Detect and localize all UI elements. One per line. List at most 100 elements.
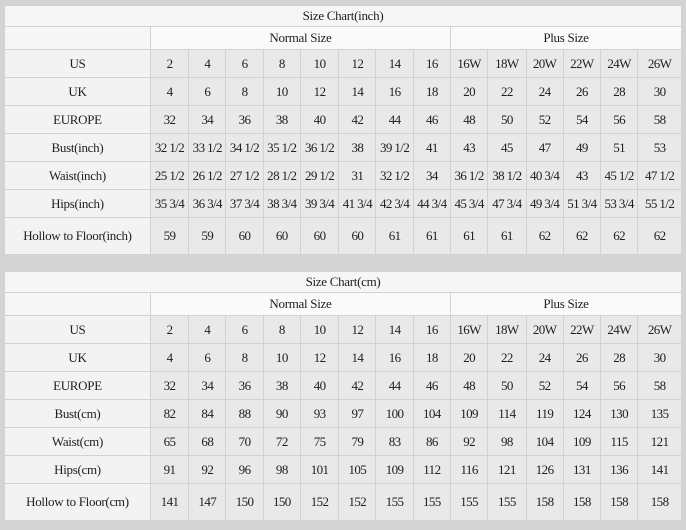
table-title: Size Chart(inch) bbox=[4, 5, 682, 27]
table-cell: 28 bbox=[600, 343, 639, 372]
table-cell: 14 bbox=[375, 49, 414, 78]
table-cell: 12 bbox=[338, 315, 377, 344]
table-cell: 152 bbox=[299, 483, 340, 521]
table-cell: 79 bbox=[338, 427, 377, 456]
table-cell: 90 bbox=[262, 399, 301, 428]
table-row: Bust(inch) 32 1/2 33 1/2 34 1/2 35 1/2 36 1/2… bbox=[4, 133, 682, 162]
table-cell: 12 bbox=[299, 77, 340, 106]
table-cell: 46 bbox=[412, 105, 451, 134]
table-cell: 20 bbox=[449, 77, 489, 106]
row-label: US bbox=[4, 315, 151, 344]
table-cell: 24 bbox=[525, 343, 564, 372]
table-cell: 109 bbox=[562, 427, 602, 456]
table-cell: 98 bbox=[262, 455, 301, 484]
table-cell: 26 1/2 bbox=[188, 161, 227, 190]
table-cell: 37 3/4 bbox=[225, 189, 264, 218]
row-label: Hips(cm) bbox=[4, 455, 151, 484]
table-cell: 115 bbox=[600, 427, 639, 456]
table-cell: 36 1/2 bbox=[449, 161, 489, 190]
table-row: Hollow to Floor(cm) 141 147 150 150 152 152 155… bbox=[4, 483, 682, 521]
table-row: Bust(cm) 82 84 88 90 93 97 100 104 109 114 119 124 13… bbox=[4, 399, 682, 428]
table-cell: 58 bbox=[637, 105, 682, 134]
table-row: Hips(inch) 35 3/4 36 3/4 37 3/4 38 3/4 39 3/4… bbox=[4, 189, 682, 218]
table-cell: 48 bbox=[449, 105, 489, 134]
title-row: Size Chart(cm) bbox=[4, 271, 682, 293]
table-row: EUROPE 32 34 36 38 40 42 44 46 48 50 52 54 56 58 bbox=[4, 371, 682, 400]
table-cell: 24 bbox=[525, 77, 564, 106]
table-cell: 135 bbox=[637, 399, 682, 428]
table-cell: 29 1/2 bbox=[299, 161, 340, 190]
table-cell: 34 bbox=[188, 371, 227, 400]
table-cell: 62 bbox=[562, 217, 602, 255]
table-cell: 26W bbox=[637, 315, 682, 344]
table-cell: 8 bbox=[225, 77, 264, 106]
table-cell: 60 bbox=[338, 217, 377, 255]
table-cell: 16 bbox=[412, 315, 451, 344]
table-cell: 52 bbox=[525, 371, 564, 400]
table-cell: 48 bbox=[449, 371, 489, 400]
table-cell: 16 bbox=[375, 77, 414, 106]
table-cell: 150 bbox=[262, 483, 301, 521]
table-cell: 39 1/2 bbox=[375, 133, 414, 162]
table-cell: 10 bbox=[299, 49, 340, 78]
table-cell: 45 bbox=[487, 133, 527, 162]
group-header-blank bbox=[4, 292, 151, 316]
table-cell: 10 bbox=[299, 315, 340, 344]
table-cell: 158 bbox=[525, 483, 564, 521]
row-label: Hollow to Floor(cm) bbox=[4, 483, 151, 521]
group-header-normal: Normal Size bbox=[149, 292, 451, 316]
table-cell: 61 bbox=[412, 217, 451, 255]
table-cell: 119 bbox=[525, 399, 564, 428]
table-cell: 32 1/2 bbox=[375, 161, 414, 190]
table-cell: 24W bbox=[600, 315, 639, 344]
table-cell: 4 bbox=[149, 343, 190, 372]
table-cell: 45 3/4 bbox=[449, 189, 489, 218]
table-row: Waist(cm) 65 68 70 72 75 79 83 86 92 98 104 109 115 12… bbox=[4, 427, 682, 456]
table-cell: 150 bbox=[225, 483, 264, 521]
table-cell: 124 bbox=[562, 399, 602, 428]
row-label: Waist(inch) bbox=[4, 161, 151, 190]
table-cell: 6 bbox=[188, 77, 227, 106]
table-cell: 50 bbox=[487, 105, 527, 134]
table-cell: 96 bbox=[225, 455, 264, 484]
table-cell: 60 bbox=[299, 217, 340, 255]
group-header-plus: Plus Size bbox=[449, 292, 683, 316]
table-cell: 14 bbox=[338, 343, 377, 372]
table-cell: 50 bbox=[487, 371, 527, 400]
row-label: UK bbox=[4, 343, 151, 372]
table-title: Size Chart(cm) bbox=[4, 271, 682, 293]
table-cell: 101 bbox=[299, 455, 340, 484]
table-cell: 91 bbox=[149, 455, 190, 484]
table-cell: 20 bbox=[449, 343, 489, 372]
table-cell: 54 bbox=[562, 105, 602, 134]
table-cell: 104 bbox=[412, 399, 451, 428]
table-cell: 44 bbox=[375, 105, 414, 134]
table-cell: 30 bbox=[637, 343, 682, 372]
table-cell: 158 bbox=[562, 483, 602, 521]
table-cell: 30 bbox=[637, 77, 682, 106]
table-cell: 84 bbox=[188, 399, 227, 428]
table-cell: 22 bbox=[487, 77, 527, 106]
table-row: Waist(inch) 25 1/2 26 1/2 27 1/2 28 1/2 29 1/… bbox=[4, 161, 682, 190]
table-cell: 42 bbox=[338, 371, 377, 400]
table-row: Hollow to Floor(inch) 59 59 60 60 60 60 61 61 61 6… bbox=[4, 217, 682, 255]
table-cell: 32 1/2 bbox=[149, 133, 190, 162]
table-cell: 61 bbox=[375, 217, 414, 255]
table-cell: 51 3/4 bbox=[562, 189, 602, 218]
table-cell: 38 bbox=[262, 105, 301, 134]
table-cell: 126 bbox=[525, 455, 564, 484]
table-cell: 18W bbox=[487, 49, 527, 78]
table-cell: 22W bbox=[562, 49, 602, 78]
table-cell: 114 bbox=[487, 399, 527, 428]
table-cell: 26 bbox=[562, 343, 602, 372]
table-row: Hips(cm) 91 92 96 98 101 105 109 112 116 121 126 131… bbox=[4, 455, 682, 484]
table-cell: 105 bbox=[338, 455, 377, 484]
table-cell: 35 1/2 bbox=[262, 133, 301, 162]
table-cell: 158 bbox=[600, 483, 639, 521]
table-cell: 36 bbox=[225, 105, 264, 134]
table-cell: 10 bbox=[262, 343, 301, 372]
row-label: Waist(cm) bbox=[4, 427, 151, 456]
row-label: Hollow to Floor(inch) bbox=[4, 217, 151, 255]
group-header-plus: Plus Size bbox=[449, 26, 683, 50]
table-cell: 28 bbox=[599, 77, 639, 106]
